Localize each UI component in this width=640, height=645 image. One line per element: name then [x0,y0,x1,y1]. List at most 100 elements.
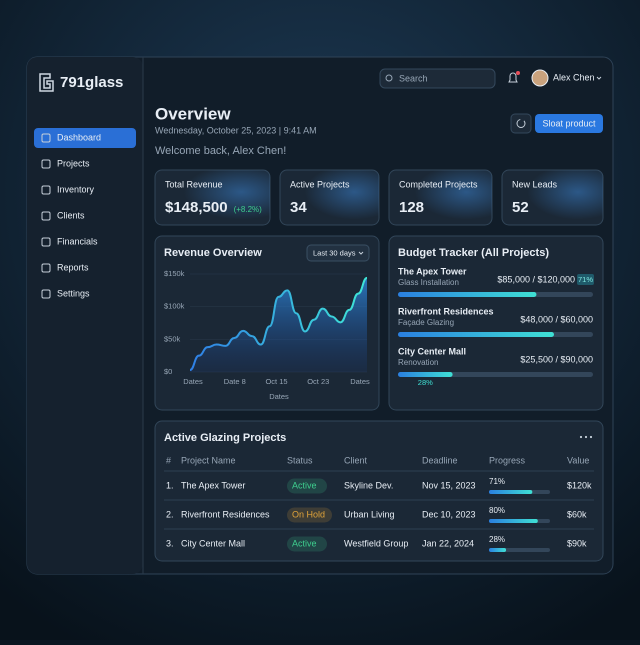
card-title: Budget Tracker (All Projects) [398,247,549,259]
row-number: 1. [166,480,174,490]
page-title: Overview [155,104,231,123]
chevron [596,76,602,80]
percent-badge [577,274,594,285]
range-label[interactable]: Last 30 days [313,248,356,257]
card-title: Revenue Overview [164,247,262,259]
progress-label: 71% [489,477,505,486]
welcome: Welcome back, Alex Chen! [155,145,286,157]
nav-icon [41,133,51,143]
date: Wednesday, October 25, 2023 | 9:41 AM [155,125,317,135]
search-box[interactable] [379,68,496,89]
y-tick-label: $0 [164,367,172,376]
nav-item[interactable]: Inventory [57,184,95,194]
project-name: City Center Mall [181,538,245,548]
nav-item[interactable]: Clients [57,210,85,220]
search-icon [385,74,393,82]
deadline: Dec 10, 2023 [422,509,476,519]
kpi-label: New Leads [512,179,558,189]
kpi-glow [502,170,603,225]
x-tick-label: Dates [350,377,370,386]
row-number: 3. [166,538,174,548]
column-header: Progress [489,455,526,465]
range-select[interactable] [306,244,370,262]
nav-item[interactable]: Settings [57,288,90,298]
projects-card [154,420,604,562]
status-pill [287,507,332,523]
client: Westfield Group [344,538,408,548]
x-axis-title: Dates [269,392,289,401]
nav-item[interactable]: Financials [57,236,98,246]
progress-bar [489,490,533,494]
nav-icon [41,185,51,195]
kpi-label: Completed Projects [399,179,478,189]
status-pill [287,478,327,494]
kpi-value: 52 [512,199,529,216]
project-value: $120k [567,480,592,490]
row-number: 2. [166,509,174,519]
budget-bar [398,332,554,337]
revenue-area [190,277,367,372]
status: Active [292,480,317,490]
kpi-value: $148,500 [165,199,228,216]
progress-label: 80% [489,506,505,515]
menu-dot[interactable] [589,435,593,439]
status: Active [292,538,317,548]
budget-type: Renovation [398,358,438,367]
kpi-label: Total Revenue [165,179,223,189]
column-header: Deadline [422,455,458,465]
primary-button-label[interactable]: Sloat product [542,118,596,128]
bell-icon[interactable] [508,72,518,83]
budget-amount: $48,000 / $60,000 [520,314,593,324]
budget-type: Façade Glazing [398,318,454,327]
kpi-label: Active Projects [290,179,350,189]
budget-bar [398,292,537,297]
brand: 791glass [60,74,123,91]
nav-icon [41,289,51,299]
x-tick-label: Oct 23 [307,377,329,386]
column-header: Client [344,455,368,465]
avatar[interactable] [531,69,549,87]
budget-type: Glass Installation [398,278,459,287]
status: On Hold [292,509,325,519]
x-tick-label: Oct 15 [265,377,287,386]
column-header: Value [567,455,589,465]
y-tick-label: $50k [164,334,181,343]
card-title: Active Glazing Projects [164,432,286,444]
percent-label: 28% [418,378,433,387]
project-value: $90k [567,538,587,548]
menu-dot[interactable] [584,435,588,439]
nav-item[interactable]: Projects [57,158,90,168]
kpi-glow [389,170,492,225]
nav-item[interactable]: Dashboard [57,132,101,142]
nav-icon [41,211,51,221]
menu-dot[interactable] [579,435,583,439]
kpi-value: 128 [399,199,424,216]
refresh-button[interactable] [510,113,532,134]
search-placeholder: Search [399,73,428,83]
notification-dot [516,71,520,75]
revenue-line [189,276,368,372]
nav-icon [41,159,51,169]
nav-item[interactable]: Reports [57,262,89,272]
percent-label: 71% [578,275,593,284]
kpi-glow [280,170,379,225]
nav-active[interactable] [34,128,136,148]
chevron [358,251,364,255]
column-header: Project Name [181,455,236,465]
project-value: $60k [567,509,587,519]
y-tick-label: $100k [164,302,185,311]
primary-button[interactable] [535,114,603,133]
x-tick-label: Date 8 [224,377,246,386]
nav-icon [41,263,51,273]
deadline: Jan 22, 2024 [422,538,474,548]
status-pill [287,536,327,552]
project-name: Riverfront Residences [181,509,270,519]
budget-bar [398,372,453,377]
budget-name: The Apex Tower [398,266,467,276]
progress-bar [489,548,507,552]
budget-amount: $85,000 / $120,000 [497,274,575,284]
column-header: Status [287,455,313,465]
user-name[interactable]: Alex Chen [553,72,595,82]
